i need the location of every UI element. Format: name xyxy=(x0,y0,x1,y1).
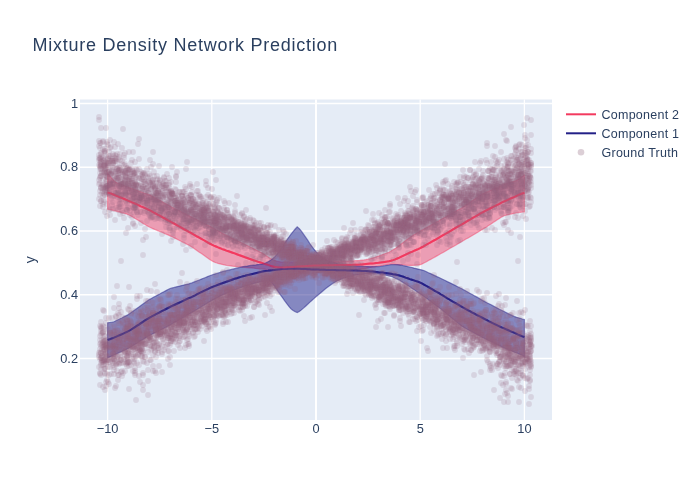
svg-text:y: y xyxy=(22,256,38,263)
svg-text:Ground Truth: Ground Truth xyxy=(602,146,679,160)
svg-text:Component 1: Component 1 xyxy=(602,127,680,141)
svg-text:0.4: 0.4 xyxy=(60,287,78,302)
svg-text:0.8: 0.8 xyxy=(60,159,78,174)
svg-text:1: 1 xyxy=(71,96,78,111)
svg-text:−10: −10 xyxy=(97,421,119,436)
svg-text:Component 2: Component 2 xyxy=(602,108,680,122)
svg-text:−5: −5 xyxy=(205,421,220,436)
svg-text:5: 5 xyxy=(417,421,424,436)
svg-text:0: 0 xyxy=(312,421,319,436)
svg-text:0.2: 0.2 xyxy=(60,351,78,366)
svg-text:Mixture Density Network Predic: Mixture Density Network Prediction xyxy=(33,35,339,55)
svg-text:0.6: 0.6 xyxy=(60,223,78,238)
svg-text:10: 10 xyxy=(517,421,531,436)
